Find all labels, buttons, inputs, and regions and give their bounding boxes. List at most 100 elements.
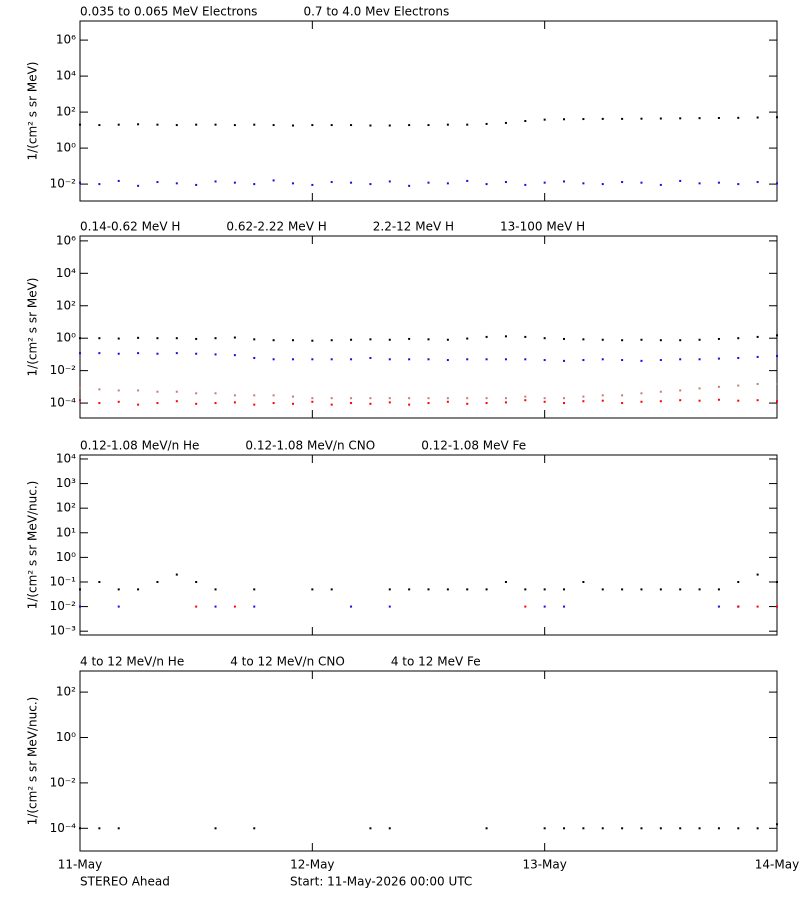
data-point (466, 179, 469, 182)
data-point (504, 121, 507, 124)
data-point (717, 588, 720, 591)
y-tick-label: 10⁴ (56, 451, 76, 465)
start-label: Start: 11-May-2026 00:00 UTC (290, 875, 472, 889)
data-point (717, 827, 720, 830)
data-point (640, 181, 643, 184)
legend-entry: 4 to 12 MeV Fe (391, 655, 481, 669)
y-tick-label: 10⁻³ (50, 624, 77, 638)
data-point (408, 358, 411, 361)
data-point (485, 183, 488, 186)
data-point (466, 337, 469, 340)
data-point (233, 605, 236, 608)
data-point (659, 390, 662, 393)
data-point (543, 181, 546, 184)
data-point (679, 339, 682, 342)
data-point (446, 123, 449, 126)
data-point (601, 399, 604, 402)
data-point (214, 827, 217, 830)
data-point (233, 401, 236, 404)
data-point (563, 337, 566, 340)
legend-entry: 0.7 to 4.0 Mev Electrons (303, 5, 449, 19)
data-point (175, 573, 178, 576)
data-point (737, 116, 740, 119)
data-point (137, 123, 140, 126)
legend-entry: 0.14-0.62 MeV H (80, 220, 180, 234)
data-point (601, 338, 604, 341)
data-point (369, 183, 372, 186)
data-point (427, 124, 430, 127)
y-tick-label: 10⁴ (56, 266, 76, 280)
data-point (756, 382, 759, 385)
data-point (717, 116, 720, 119)
data-point (485, 335, 488, 338)
data-point (253, 338, 256, 341)
data-point (369, 124, 372, 127)
legend-entry: 0.12-1.08 MeV Fe (421, 439, 526, 453)
y-tick-label: 10⁻² (50, 363, 77, 377)
data-point (717, 385, 720, 388)
data-point (601, 394, 604, 397)
data-point (717, 357, 720, 360)
data-point (311, 400, 314, 403)
data-point (311, 358, 314, 361)
data-point (737, 384, 740, 387)
data-point (582, 827, 585, 830)
data-point (756, 573, 759, 576)
data-point (524, 605, 527, 608)
data-point (253, 588, 256, 591)
data-point (175, 400, 178, 403)
data-point (408, 397, 411, 400)
data-point (214, 180, 217, 183)
data-point (776, 182, 778, 185)
data-point (156, 580, 159, 583)
legend-entry: 0.035 to 0.065 MeV Electrons (80, 5, 257, 19)
plot-frame (79, 235, 778, 419)
data-point (253, 605, 256, 608)
data-point (98, 124, 101, 127)
x-tick-label: 11-May (58, 858, 102, 872)
data-point (543, 118, 546, 121)
data-point (388, 358, 391, 361)
data-point (388, 124, 391, 127)
data-point (233, 181, 236, 184)
data-point (350, 402, 353, 405)
data-point (98, 580, 101, 583)
data-point (621, 588, 624, 591)
data-point (195, 337, 198, 340)
data-point (214, 402, 217, 405)
data-point (485, 397, 488, 400)
data-point (698, 387, 701, 390)
data-point (659, 359, 662, 362)
data-point (621, 339, 624, 342)
data-point (291, 358, 294, 361)
data-point (504, 358, 507, 361)
data-point (272, 358, 275, 361)
data-point (504, 181, 507, 184)
data-point (156, 352, 159, 355)
data-point (117, 605, 120, 608)
data-point (776, 116, 778, 119)
data-point (253, 403, 256, 406)
data-point (272, 402, 275, 405)
data-point (756, 335, 759, 338)
data-point (698, 827, 701, 830)
data-point (679, 117, 682, 120)
data-point (582, 182, 585, 185)
data-point (98, 827, 101, 830)
data-point (466, 588, 469, 591)
data-point (698, 117, 701, 120)
data-point (756, 827, 759, 830)
data-point (195, 392, 198, 395)
data-point (388, 338, 391, 341)
data-point (679, 179, 682, 182)
data-point (214, 392, 217, 395)
y-axis-label: 1/(cm² s sr MeV/nuc.) (26, 481, 40, 610)
data-point (214, 353, 217, 356)
data-point (350, 181, 353, 184)
data-point (137, 588, 140, 591)
plot-frame (79, 454, 778, 636)
legend-entry: 0.12-1.08 MeV/n He (80, 439, 199, 453)
data-point (117, 337, 120, 340)
data-point (175, 352, 178, 355)
